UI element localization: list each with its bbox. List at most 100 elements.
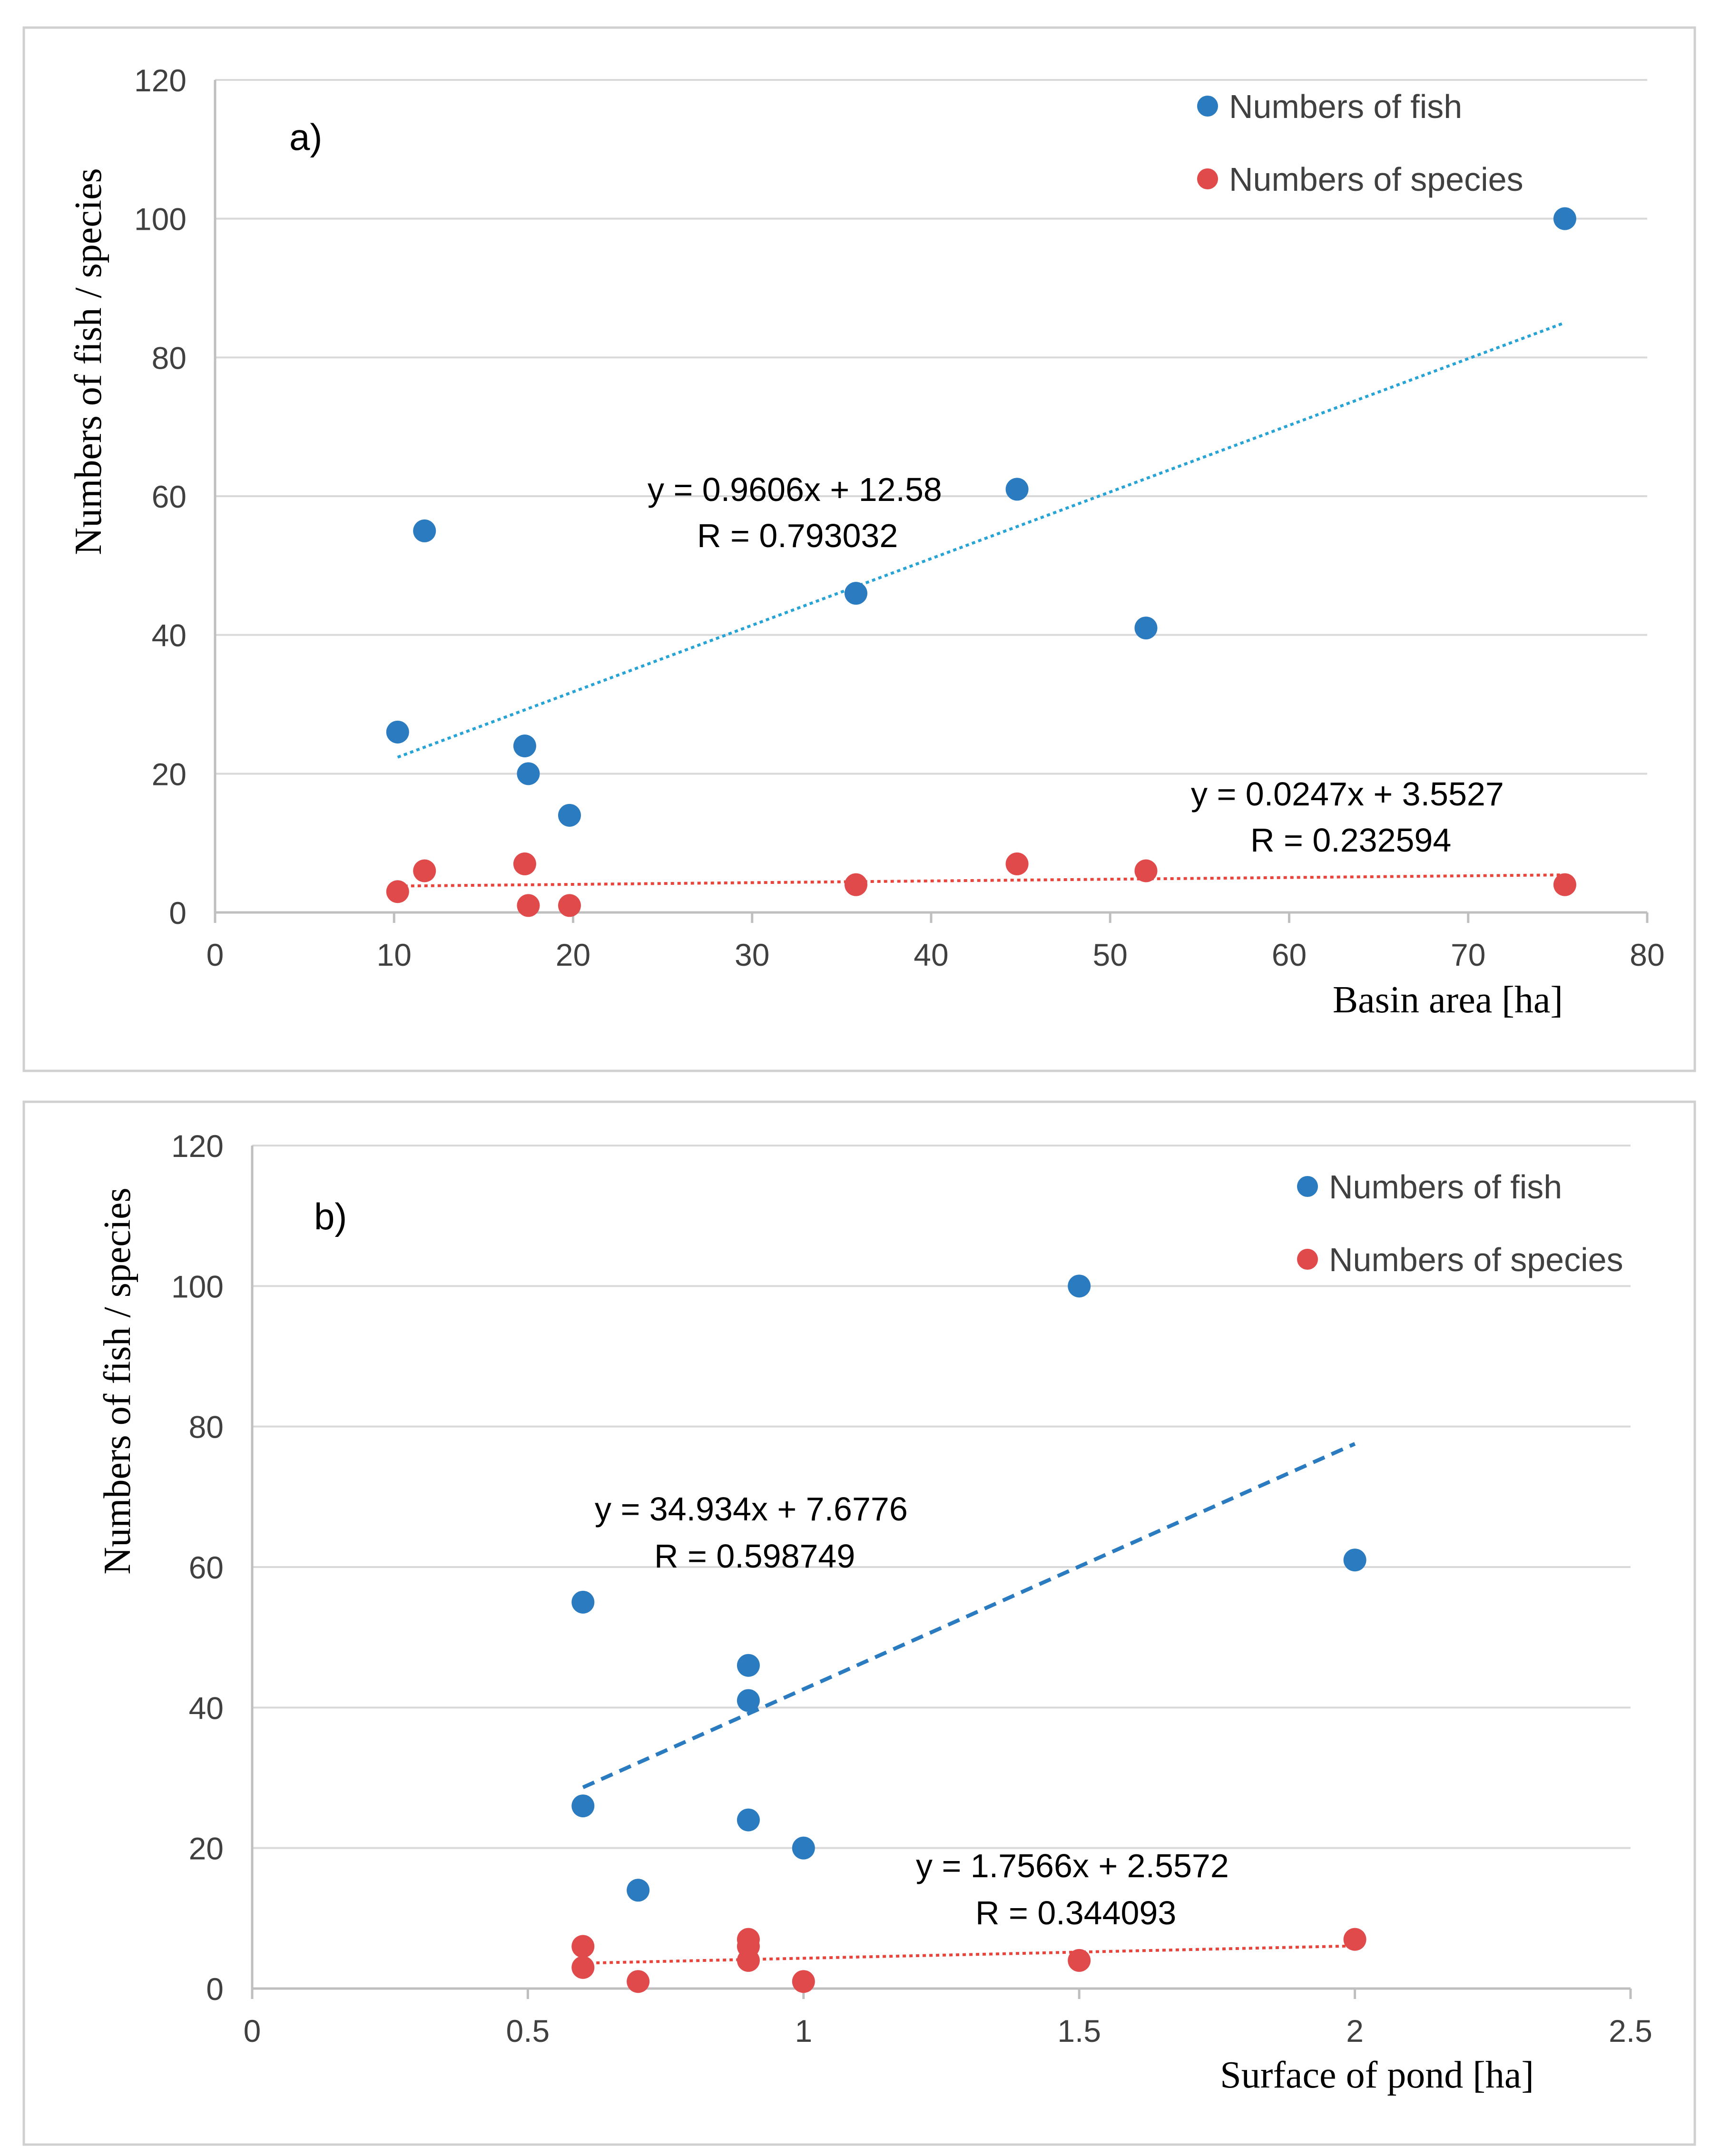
axis-a: [214, 80, 1649, 923]
species-data-point: [513, 852, 536, 875]
fish-r-value-b: R = 0.598749: [654, 1538, 855, 1575]
x-axis-title-a: Basin area [ha]: [1333, 979, 1563, 1021]
y-tick-label: 20: [152, 756, 187, 792]
legend-fish-marker-b: [1297, 1176, 1318, 1197]
x-tick-label: 0.5: [506, 2013, 550, 2048]
species-data-point: [558, 894, 581, 917]
species-data-point: [737, 1949, 760, 1972]
species-data-point: [1134, 859, 1158, 882]
species-trendline: [583, 1944, 1355, 1965]
x-tick-label: 20: [556, 937, 590, 972]
chart-frame-b: [22, 1100, 1696, 2146]
trendlines-a: [397, 321, 1565, 888]
fish-data-point: [792, 1836, 815, 1860]
species-data-point: [1005, 852, 1029, 875]
panel-label-b: b): [314, 1196, 347, 1237]
legend-fish-label-a: Numbers of fish: [1229, 88, 1462, 125]
fish-data-point: [1005, 478, 1029, 501]
fish-equation-b: y = 34.934x + 7.6776: [595, 1490, 908, 1528]
species-data-point: [844, 873, 867, 896]
axis-b: [251, 1146, 1632, 1999]
legend-species-marker-b: [1297, 1249, 1318, 1270]
y-tick-label: 60: [152, 479, 187, 514]
y-axis-title-b: Numbers of fish / species: [97, 1187, 138, 1574]
y-tick-label: 80: [189, 1410, 224, 1445]
y-tick-label: 100: [171, 1269, 224, 1304]
fish-data-point: [1343, 1548, 1366, 1572]
legend-fish-label-b: Numbers of fish: [1329, 1168, 1562, 1205]
fish-data-point: [1553, 207, 1576, 230]
x-tick-label: 40: [914, 937, 948, 972]
species-data-point: [737, 1935, 760, 1958]
fish-trendline: [582, 1442, 1356, 1789]
species-data-point: [386, 880, 409, 903]
x-tick-label: 1: [795, 2013, 812, 2048]
species-data-point: [571, 1956, 595, 1979]
x-tick-label: 50: [1093, 937, 1128, 972]
legend-b: Numbers of fish Numbers of species: [1297, 1168, 1623, 1278]
panel-label-a: a): [289, 116, 322, 158]
y-tick-labels-a: 0 20 40 60 80 100 120: [134, 63, 187, 931]
species-data-point: [517, 894, 540, 917]
species-data-point: [1553, 873, 1576, 896]
y-tick-label: 120: [134, 63, 187, 98]
fish-data-point: [571, 1794, 595, 1818]
y-tick-label: 40: [152, 618, 187, 653]
legend-species-label-b: Numbers of species: [1329, 1241, 1623, 1278]
x-tick-label: 0: [244, 2013, 261, 2048]
y-tick-label: 40: [189, 1690, 224, 1725]
legend-fish-marker-a: [1197, 96, 1218, 117]
species-data-point: [571, 1935, 595, 1958]
y-tick-labels-b: 0 20 40 60 80 100 120: [171, 1128, 224, 2007]
y-tick-label: 60: [189, 1550, 224, 1585]
fish-data-point: [737, 1654, 760, 1677]
legend-a: Numbers of fish Numbers of species: [1197, 88, 1523, 198]
x-tick-label: 80: [1630, 937, 1664, 972]
points-a: [386, 207, 1576, 917]
fish-data-point: [844, 582, 867, 605]
x-tick-label: 10: [377, 937, 412, 972]
species-equation-b: y = 1.7566x + 2.5572: [916, 1847, 1229, 1884]
points-b: [571, 1274, 1366, 1993]
x-tick-label: 0: [206, 937, 224, 972]
fish-equation-a: y = 0.9606x + 12.58: [648, 471, 942, 508]
species-r-value-a: R = 0.232594: [1250, 822, 1451, 859]
species-data-point: [627, 1970, 650, 1993]
fish-r-value-a: R = 0.793032: [697, 517, 898, 554]
fish-data-point: [517, 762, 540, 785]
legend-species-label-a: Numbers of species: [1229, 161, 1523, 198]
fish-data-point: [1134, 617, 1158, 640]
fish-data-point: [627, 1879, 650, 1902]
grid-lines-b: [252, 1145, 1631, 1849]
y-tick-label: 80: [152, 340, 187, 375]
fish-data-point: [558, 804, 581, 827]
x-tick-label: 1.5: [1057, 2013, 1101, 2048]
x-tick-label: 2.5: [1609, 2013, 1652, 2048]
y-tick-label: 20: [189, 1831, 224, 1866]
species-data-point: [1068, 1949, 1091, 1972]
grid-lines-a: [215, 79, 1647, 775]
x-tick-labels-b: 0 0.5 1 1.5 2 2.5: [244, 2013, 1652, 2048]
y-tick-label: 0: [206, 1971, 224, 2007]
x-tick-labels-a: 0 10 20 30 40 50 60 70 80: [206, 937, 1665, 972]
chart-frame-a: [22, 26, 1696, 1072]
species-equation-a: y = 0.0247x + 3.5527: [1191, 775, 1504, 813]
x-tick-label: 60: [1272, 937, 1307, 972]
y-tick-label: 120: [171, 1128, 224, 1164]
species-data-point: [1343, 1928, 1366, 1951]
species-r-value-b: R = 0.344093: [975, 1894, 1176, 1931]
y-tick-label: 100: [134, 202, 187, 237]
x-tick-label: 70: [1451, 937, 1485, 972]
fish-data-point: [413, 519, 436, 542]
fish-trendline: [397, 321, 1565, 759]
fish-data-point: [386, 720, 409, 744]
legend-species-marker-a: [1197, 168, 1218, 189]
species-trendline: [397, 873, 1565, 888]
species-data-point: [737, 1928, 760, 1951]
y-axis-title-a: Numbers of fish / species: [68, 168, 109, 555]
fish-data-point: [513, 735, 536, 757]
fish-data-point: [1068, 1274, 1091, 1298]
fish-data-point: [737, 1808, 760, 1832]
